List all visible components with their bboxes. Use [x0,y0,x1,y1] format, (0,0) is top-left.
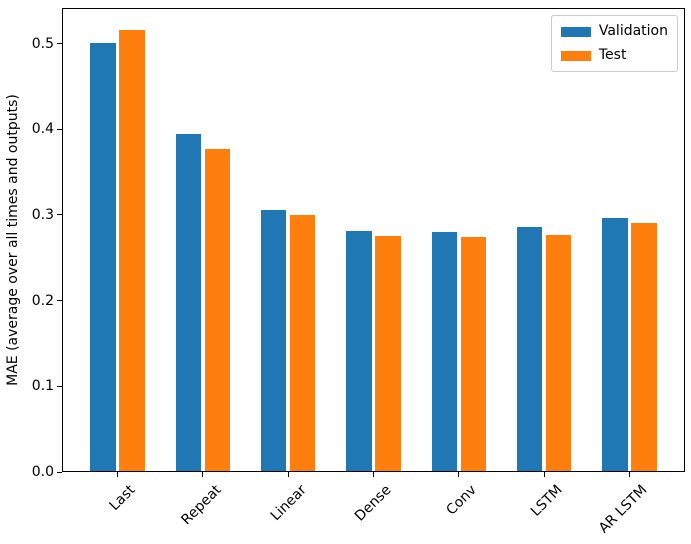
y-tick-mark [57,214,62,216]
y-tick-label: 0.3 [31,206,54,223]
bar-test-last [119,29,145,472]
plot-area [62,8,685,472]
x-tick-mark [373,472,374,477]
x-tick-label-dense: Dense [352,482,395,525]
y-tick-mark [57,471,62,473]
bar-validation-last [90,42,116,472]
x-tick-label-conv: Conv [443,482,481,519]
y-tick-label: 0.5 [31,35,54,52]
bar-test-conv [460,237,487,472]
y-tick-mark [57,43,62,45]
x-tick-label-repeat: Repeat [178,482,225,529]
x-tick-label-ar-lstm: AR LSTM [596,482,651,537]
bar-test-linear [289,214,316,472]
y-tick-label: 0.1 [31,378,54,395]
y-tick-mark [57,385,62,387]
bar-test-ar-lstm [631,222,657,472]
x-tick-mark [117,472,119,477]
legend-entry-test: Test [560,47,668,64]
bar-validation-lstm [516,226,543,472]
legend-swatch-validation [560,26,591,37]
y-tick-label: 0.4 [31,121,54,138]
y-tick-label: 0.0 [31,464,54,480]
x-tick-mark [543,472,545,477]
bar-test-dense [375,235,401,472]
legend-label-validation: Validation [598,23,668,39]
y-axis-label: MAE (average over all times and outputs) [5,94,21,386]
x-tick-mark [458,472,460,477]
y-tick-mark [57,300,62,302]
legend-swatch-test [560,50,591,61]
legend-label-test: Test [598,47,627,63]
x-tick-label-last: Last [106,482,139,514]
bar-validation-repeat [175,133,202,472]
x-tick-mark [287,472,289,477]
y-tick-label: 0.2 [31,292,54,309]
x-tick-mark [628,472,630,477]
legend: Validation Test [550,15,678,72]
bar-test-repeat [204,149,231,472]
bar-validation-ar-lstm [602,217,628,472]
x-tick-label-lstm: LSTM [527,482,566,520]
legend-entry-validation: Validation [560,23,668,40]
bar-validation-linear [260,209,287,472]
x-tick-mark [202,472,204,477]
y-tick-mark [57,128,62,130]
bar-validation-dense [346,231,372,472]
bar-test-lstm [545,234,572,472]
bar-validation-conv [431,232,458,472]
x-tick-label-linear: Linear [267,482,310,525]
